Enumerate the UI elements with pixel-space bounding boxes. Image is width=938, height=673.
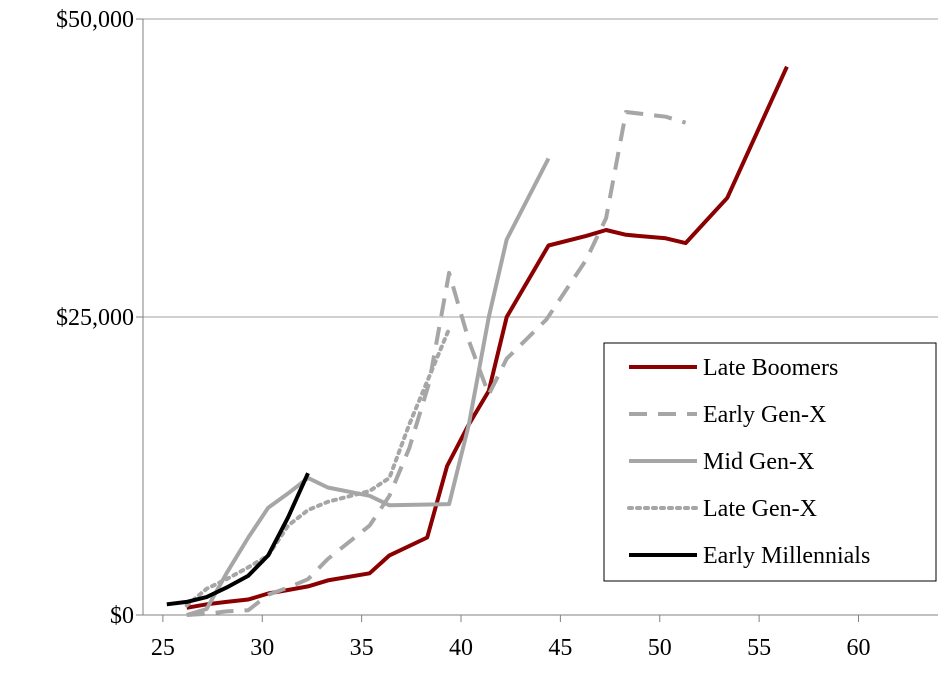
legend: Late Boomers Early Gen-X Mid Gen-X Late Gen… xyxy=(603,342,937,582)
x-tick-label: 35 xyxy=(350,635,374,661)
gridlines xyxy=(143,18,938,318)
series-line-late-gen-x xyxy=(184,326,452,608)
legend-label: Late Gen-X xyxy=(703,496,817,522)
series-line-early-gen-x xyxy=(186,110,687,617)
series-line-early-millennials xyxy=(166,472,310,607)
legend-item-late-boomers: Late Boomers xyxy=(629,355,838,381)
x-tick-label: 50 xyxy=(648,635,672,661)
series-line-late-boomers xyxy=(186,65,789,610)
x-tick-label: 45 xyxy=(548,635,572,661)
series-layer xyxy=(166,65,789,617)
axes: $0 $25,000 $50,000 25 30 35 40 45 50 55 60 xyxy=(56,7,938,661)
x-tick-label: 40 xyxy=(449,635,473,661)
legend-label: Early Millennials xyxy=(703,543,870,569)
legend-item-early-gen-x: Early Gen-X xyxy=(629,402,826,428)
x-tick-label: 25 xyxy=(151,635,175,661)
legend-label: Late Boomers xyxy=(703,355,838,381)
x-tick-label: 30 xyxy=(250,635,274,661)
legend-item-late-gen-x: Late Gen-X xyxy=(627,496,817,522)
y-tick-label: $50,000 xyxy=(56,7,134,33)
legend-label: Mid Gen-X xyxy=(703,449,814,475)
x-tick-label: 55 xyxy=(747,635,771,661)
legend-item-early-millennials: Early Millennials xyxy=(629,543,870,569)
legend-label: Early Gen-X xyxy=(703,402,826,428)
x-tick-label: 60 xyxy=(847,635,871,661)
y-tick-label: $0 xyxy=(110,603,134,629)
series-line-mid-gen-x xyxy=(186,157,551,617)
y-tick-label: $25,000 xyxy=(56,305,134,331)
legend-item-mid-gen-x: Mid Gen-X xyxy=(629,449,814,475)
